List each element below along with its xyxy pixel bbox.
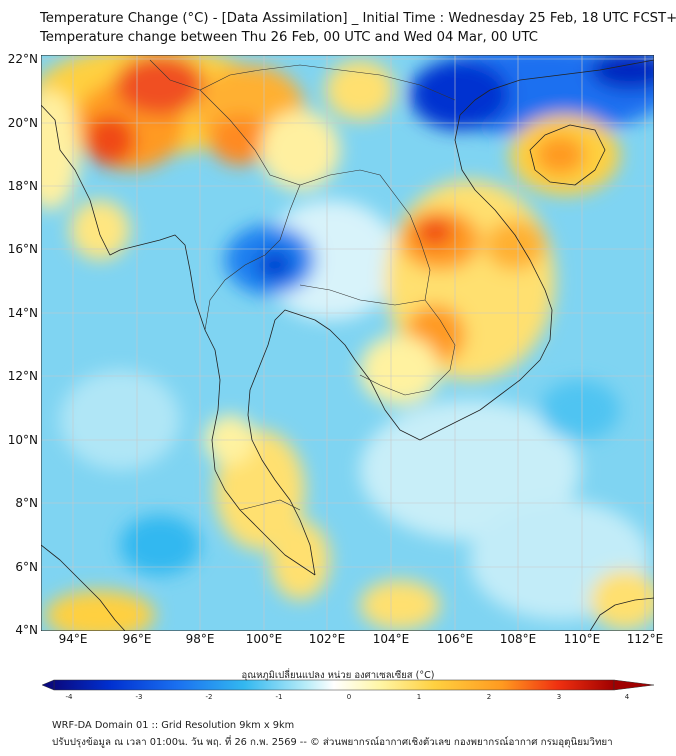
colorbar — [41, 679, 655, 691]
lat-label: 18°N — [7, 179, 38, 193]
footer-credit: ปรับปรุงข้อมูล ณ เวลา 01:00น. วัน พฤ. ที… — [52, 737, 613, 748]
lat-label: 20°N — [7, 116, 38, 130]
colorbar-tick: 0 — [346, 693, 352, 701]
colorbar-tick: -1 — [275, 693, 283, 701]
lat-label: 16°N — [7, 242, 38, 256]
lon-label: 112°E — [626, 632, 664, 646]
map-subtitle: Temperature change between Thu 26 Feb, 0… — [40, 30, 538, 45]
colorbar-tick: -2 — [205, 693, 213, 701]
lat-label: 8°N — [15, 496, 38, 510]
lon-label: 96°E — [122, 632, 152, 646]
lat-label: 6°N — [15, 560, 38, 574]
colorbar-label: อุณหภูมิเปลี่ยนแปลง หน่วย องศาเซลเซียส (… — [241, 670, 435, 681]
lon-label: 108°E — [499, 632, 537, 646]
coastlines — [41, 59, 654, 631]
lat-label: 22°N — [7, 52, 38, 66]
country-borders — [149, 59, 456, 511]
lon-label: 94°E — [58, 632, 88, 646]
colorbar-tick: 2 — [486, 693, 492, 701]
lat-label: 12°N — [7, 369, 38, 383]
lon-label: 98°E — [185, 632, 215, 646]
map-title: Temperature Change (°C) - [Data Assimila… — [40, 11, 676, 26]
colorbar-tick: -3 — [135, 693, 143, 701]
colorbar-tick: 1 — [416, 693, 422, 701]
lat-label: 4°N — [15, 623, 38, 637]
graticule — [41, 55, 654, 631]
lon-label: 110°E — [563, 632, 601, 646]
colorbar-tick: 4 — [624, 693, 630, 701]
temperature-field — [41, 55, 654, 631]
lon-label: 104°E — [372, 632, 410, 646]
footer-model-info: WRF-DA Domain 01 :: Grid Resolution 9km … — [52, 720, 295, 731]
lat-label: 14°N — [7, 306, 38, 320]
lat-label: 10°N — [7, 433, 38, 447]
colorbar-tick: -4 — [65, 693, 73, 701]
lon-label: 100°E — [245, 632, 283, 646]
lon-label: 106°E — [436, 632, 474, 646]
lon-label: 102°E — [308, 632, 346, 646]
colorbar-tick: 3 — [556, 693, 562, 701]
